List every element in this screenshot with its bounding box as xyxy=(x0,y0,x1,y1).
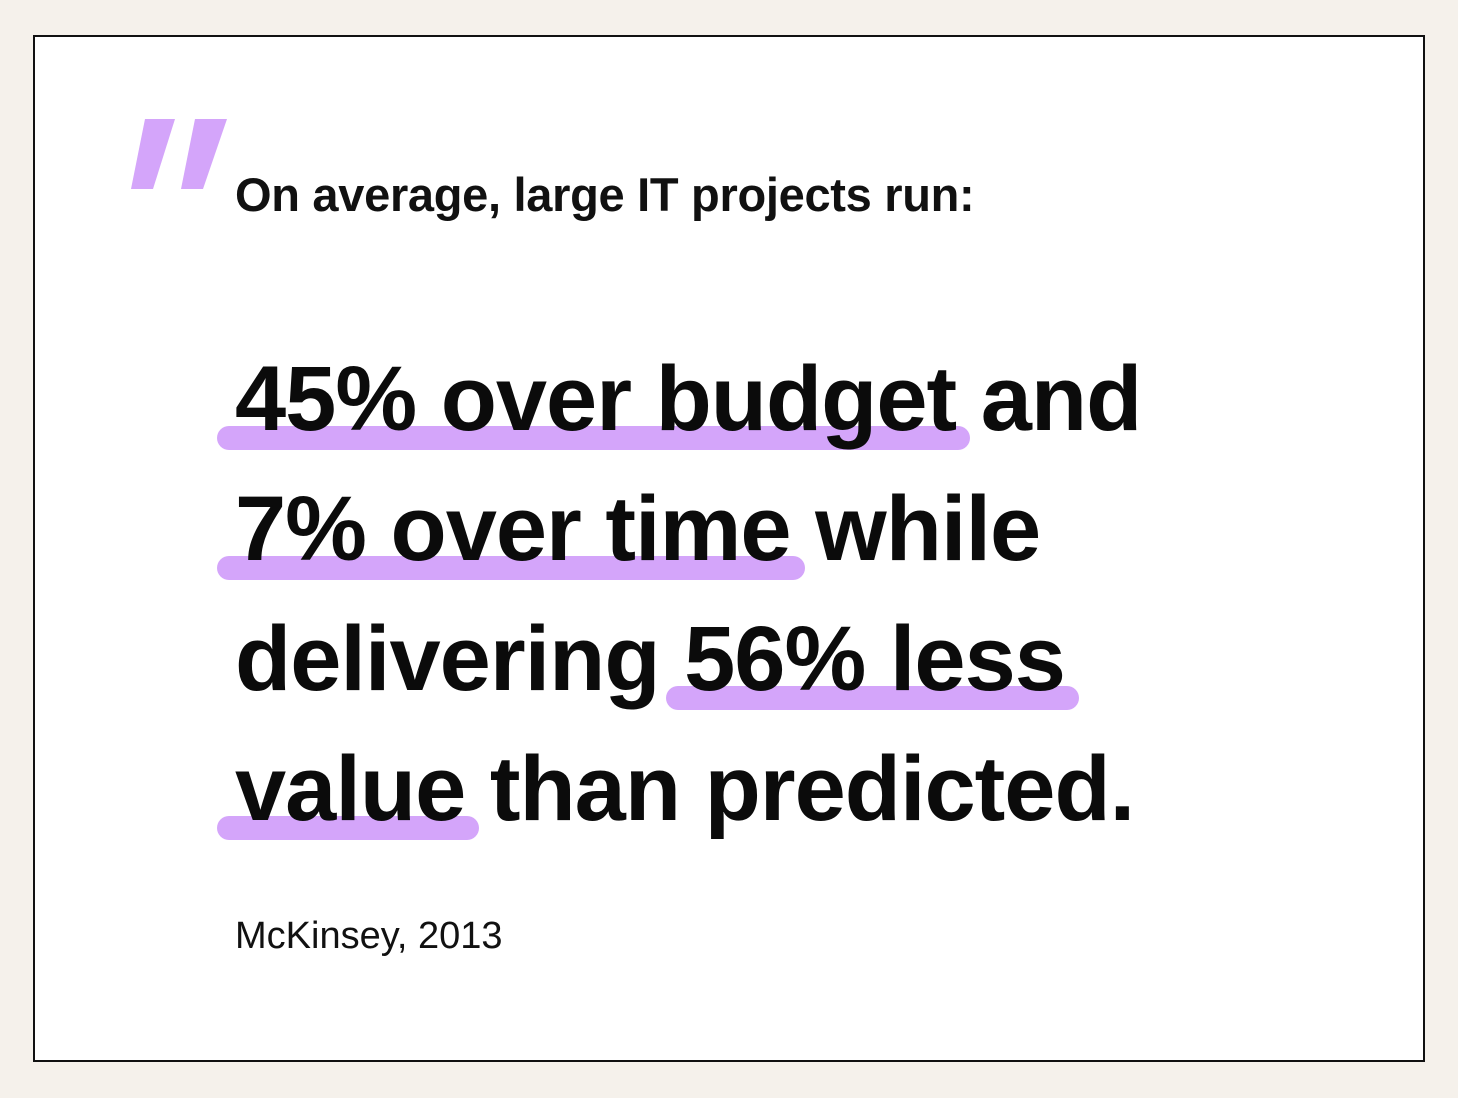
source: McKinsey, 2013 xyxy=(235,915,503,957)
highlighted-text: 7% over time xyxy=(235,478,792,580)
highlighted-text: 45% over budget xyxy=(235,348,957,450)
quote-text: and xyxy=(956,348,1143,450)
quote-mark xyxy=(131,119,227,189)
highlighted-text: value xyxy=(235,738,466,840)
quote-text: than predicted. xyxy=(465,738,1135,840)
quote-line: delivering 56% less xyxy=(235,594,1141,724)
quote-line: 7% over time while xyxy=(235,464,1141,594)
quote-text: delivering xyxy=(235,608,685,710)
intro: On average, large IT projects run: xyxy=(235,168,975,221)
quote-mark-right xyxy=(181,119,227,189)
quote-line: 45% over budget and xyxy=(235,334,1143,464)
highlighted-text: 56% less xyxy=(684,608,1066,710)
quote-mark-left xyxy=(131,119,175,189)
quote-line: value than predicted. xyxy=(235,724,1141,854)
quote-text: while xyxy=(790,478,1041,580)
quote-card: On average, large IT projects run: 45% o… xyxy=(33,35,1425,1062)
quote: 45% over budget and 7% over time while del… xyxy=(235,334,1143,854)
